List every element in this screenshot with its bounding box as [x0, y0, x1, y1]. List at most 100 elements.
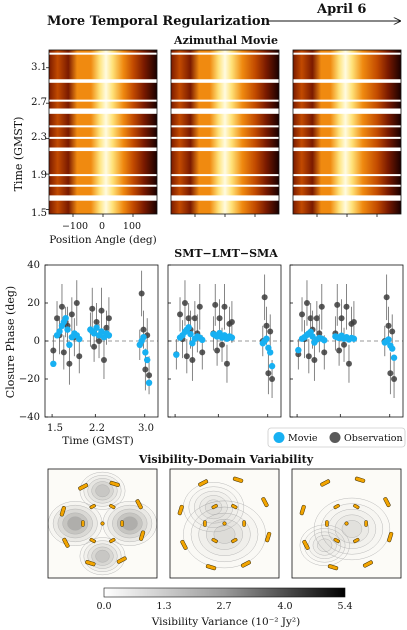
time-gap — [49, 108, 157, 114]
variance-contour — [188, 486, 239, 528]
time-gap — [171, 184, 279, 187]
cbar-tick-0: 0.0 — [96, 601, 111, 612]
movie-point — [199, 336, 206, 344]
variance-contour — [87, 478, 118, 504]
movie-point — [185, 324, 192, 331]
observation-point — [214, 347, 221, 354]
uv-baseline-track — [85, 560, 96, 567]
uv-baseline-track — [59, 506, 66, 517]
uv-baseline-track — [198, 479, 209, 487]
observation-point — [68, 311, 75, 318]
uv-baseline-track — [232, 476, 244, 483]
observation-point — [105, 315, 112, 322]
time-gap — [293, 79, 401, 83]
uv-baseline-track — [231, 503, 238, 510]
movie-point — [268, 362, 276, 370]
variance-contour — [341, 520, 363, 538]
mid-ytick-40: 40 — [27, 260, 40, 271]
uv-baseline-track — [383, 497, 391, 508]
time-gap — [293, 99, 401, 102]
observation-point — [60, 349, 67, 356]
top-ytick-1.9: 1.9 — [31, 170, 47, 181]
uv-baseline-track — [205, 564, 217, 571]
azimuthal-heatmap — [49, 50, 157, 214]
uv-baseline-track — [353, 503, 360, 510]
time-gap — [171, 79, 279, 83]
variance-contour — [87, 543, 118, 569]
observation-point — [391, 376, 398, 382]
observation-point — [269, 376, 276, 382]
movie-point — [62, 315, 69, 322]
movie-point — [56, 328, 63, 335]
variance-contour — [183, 500, 266, 569]
observation-point — [334, 301, 341, 308]
variance-contour — [83, 540, 122, 572]
mid-ytick-neg40: −40 — [19, 412, 40, 423]
legend-observation-marker — [329, 432, 341, 443]
observation-point — [50, 347, 57, 354]
time-gap — [49, 184, 157, 187]
uv-baseline-track — [109, 503, 116, 510]
top-xtick-100: 100 — [123, 221, 141, 232]
time-gap — [49, 125, 157, 128]
uv-baseline-track — [109, 480, 120, 487]
legend-observation-label: Observation — [344, 433, 403, 444]
movie-point — [173, 351, 180, 358]
observation-point — [181, 300, 188, 306]
top-ylabel: Time (GMST) — [12, 117, 25, 192]
movie-point — [90, 330, 98, 337]
movie-point — [142, 349, 149, 356]
time-gap — [171, 195, 279, 201]
observation-point — [58, 303, 65, 310]
observation-point — [263, 322, 270, 329]
observation-point — [321, 349, 328, 356]
observation-point — [305, 353, 312, 360]
variance-contour — [112, 508, 148, 539]
observation-point — [385, 322, 392, 329]
variance-contour — [91, 546, 114, 566]
uv-baseline-track — [211, 503, 218, 510]
variance-contour — [190, 506, 259, 563]
time-gap — [171, 174, 279, 177]
uv-baseline-track — [333, 503, 340, 510]
observation-point — [146, 372, 153, 379]
cbar-tick-2: 2.7 — [216, 601, 231, 612]
variance-contour — [121, 516, 138, 531]
cbar-tick-4: 5.4 — [337, 601, 352, 612]
movie-point — [228, 334, 236, 341]
time-gap — [293, 125, 401, 128]
variance-contour — [199, 495, 228, 520]
legend-movie-label: Movie — [288, 433, 318, 444]
azimuthal-panel-3 — [292, 49, 402, 217]
uv-baseline-track — [325, 520, 329, 527]
cbar-tick-3: 4.0 — [277, 601, 292, 612]
observation-point — [228, 319, 235, 325]
observation-point — [76, 353, 83, 360]
observation-point — [183, 353, 190, 360]
uv-baseline-track — [387, 531, 394, 543]
variance-contour — [79, 537, 126, 576]
movie-point — [93, 324, 100, 331]
observation-point — [313, 315, 320, 322]
time-gap — [171, 125, 279, 128]
movie-point — [263, 335, 270, 342]
observation-point — [389, 328, 396, 335]
variance-contour — [62, 512, 89, 535]
observation-point — [199, 349, 206, 356]
time-gap — [49, 52, 157, 55]
uv-baseline-track — [81, 520, 85, 527]
movie-point — [350, 335, 358, 342]
colorbar-label: Visibility Variance (10⁻² Jy²) — [151, 616, 301, 628]
top-xlabel: Position Angle (deg) — [49, 234, 157, 246]
top-ytick-2.7: 2.7 — [31, 97, 47, 108]
time-gap — [293, 136, 401, 139]
azimuthal-movie-panels — [46, 49, 402, 217]
closure-phase-panels — [44, 264, 404, 418]
azimuthal-panel-2 — [170, 49, 280, 217]
mid-xtick-3.0: 3.0 — [138, 423, 154, 434]
movie-point — [187, 330, 194, 338]
uv-baseline-track — [211, 537, 218, 544]
observation-point — [221, 303, 228, 310]
movie-point — [76, 335, 83, 343]
